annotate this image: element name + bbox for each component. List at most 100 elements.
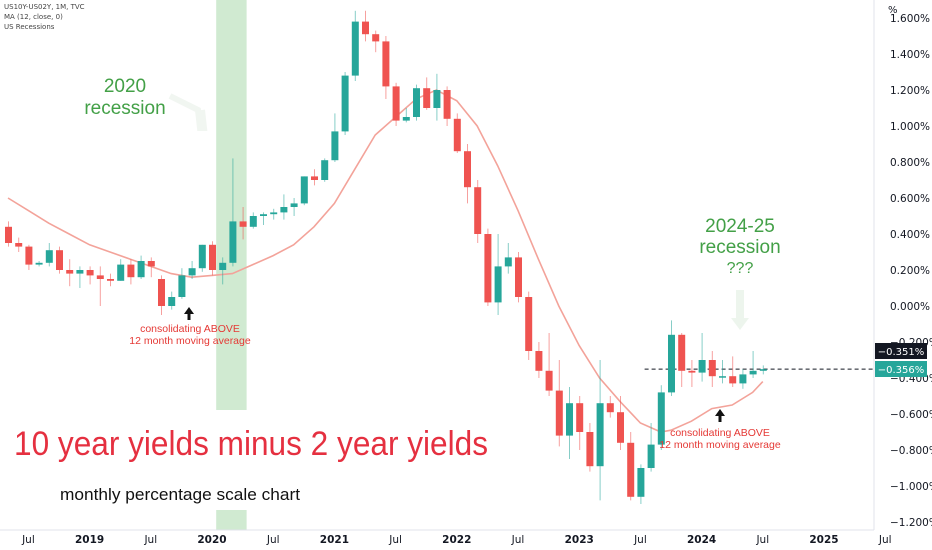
candle: [15, 237, 23, 252]
candle-body: [331, 131, 339, 161]
recession-band-layer: [216, 0, 247, 530]
y-tick-label: 0.200%: [890, 265, 930, 277]
candle: [66, 259, 74, 287]
x-tick-label: Jul: [633, 534, 647, 546]
candle-body: [158, 279, 165, 306]
note-left-arrow-icon: [184, 307, 194, 320]
candle: [586, 423, 594, 472]
candle: [535, 342, 543, 378]
candle-body: [45, 250, 53, 263]
candle-body: [647, 444, 655, 468]
candle-body: [260, 214, 267, 216]
candle-body: [147, 261, 155, 267]
main-title: 10 year yields minus 2 year yields: [14, 425, 488, 463]
candle: [280, 194, 288, 220]
y-tick-label: −0.600%: [890, 409, 932, 421]
candle: [739, 369, 747, 389]
candle-body: [555, 390, 563, 436]
note-left-line2: 12 month moving average: [129, 335, 251, 347]
candle: [311, 169, 318, 186]
candle-body: [596, 403, 604, 467]
candle-body: [443, 90, 451, 119]
candle-body: [188, 268, 196, 276]
candle-body: [86, 270, 94, 276]
y-tick-label: −1.000%: [890, 481, 932, 493]
candle: [698, 333, 706, 382]
candle-body: [321, 160, 329, 180]
candle-body: [76, 270, 84, 274]
candle-body: [474, 187, 482, 234]
candle-body: [402, 117, 410, 121]
candle: [45, 243, 53, 267]
candle-body: [494, 266, 502, 303]
candle: [413, 84, 420, 121]
candle-body: [96, 275, 104, 279]
candle: [300, 176, 308, 206]
candle-body: [56, 250, 63, 270]
candle-body: [678, 334, 686, 371]
candle: [86, 266, 94, 285]
candle: [137, 255, 145, 279]
candle: [617, 396, 624, 450]
recession-band-footer: [216, 510, 247, 530]
y-tick-label: 1.200%: [890, 85, 930, 97]
candle: [229, 158, 237, 267]
candle-body: [515, 257, 522, 297]
candle: [168, 291, 176, 310]
candle: [464, 144, 471, 204]
x-tick-label: 2021: [320, 534, 349, 546]
candle-body: [433, 90, 441, 108]
candle: [351, 10, 359, 81]
candle-body: [209, 244, 216, 270]
candle-body: [464, 151, 471, 188]
candle: [627, 432, 635, 501]
candle-body: [759, 369, 767, 371]
candle-body: [637, 468, 645, 497]
y-tick-label: −1.200%: [890, 517, 932, 529]
candle: [647, 423, 655, 472]
subtitle: monthly percentage scale chart: [60, 485, 300, 504]
candle-body: [657, 392, 665, 445]
candle: [474, 180, 482, 243]
candle: [249, 212, 257, 229]
price-label-teal: −0.356%: [878, 365, 925, 376]
arrow-2020-icon: [168, 93, 208, 131]
x-tick-label: Jul: [511, 534, 525, 546]
candle: [382, 36, 390, 99]
candle-body: [576, 403, 584, 432]
candle: [566, 387, 573, 459]
x-axis-ticks: Jul 2019 Jul 2020 Jul 2021 Jul 2022 Jul 2023 Jul 20…: [21, 534, 891, 546]
price-label-dark: −0.351%: [878, 347, 925, 358]
candle: [5, 221, 12, 247]
candle: [688, 360, 696, 387]
candle: [443, 86, 451, 126]
recession-2020-label-line2: recession: [84, 98, 165, 119]
candle: [56, 246, 63, 274]
candle-body: [739, 374, 747, 384]
candle: [25, 244, 33, 270]
annotations: 2020 recession 2024-25 recession ??? con…: [14, 76, 781, 504]
candle: [433, 73, 441, 121]
candle-body: [484, 234, 492, 303]
candle: [127, 259, 135, 285]
legend-symbol: US10Y-US02Y, 1M, TVC: [4, 3, 85, 11]
price-labels: −0.351% −0.356% %: [875, 5, 927, 377]
x-tick-label: Jul: [878, 534, 892, 546]
candle: [749, 351, 757, 378]
candle: [423, 77, 431, 110]
candle: [96, 266, 104, 306]
candle-body: [606, 403, 614, 413]
candle: [494, 234, 502, 315]
candle: [637, 464, 645, 504]
candle-body: [362, 21, 369, 35]
candle-body: [688, 370, 696, 373]
candle-body: [617, 412, 624, 443]
candle: [596, 360, 604, 501]
arrow-2024-icon: [731, 290, 749, 330]
candle: [555, 360, 563, 447]
candle-body: [749, 370, 757, 375]
candle: [321, 158, 329, 182]
candle: [525, 291, 533, 360]
legend-recession: US Recessions: [4, 23, 55, 31]
candle: [188, 261, 196, 279]
